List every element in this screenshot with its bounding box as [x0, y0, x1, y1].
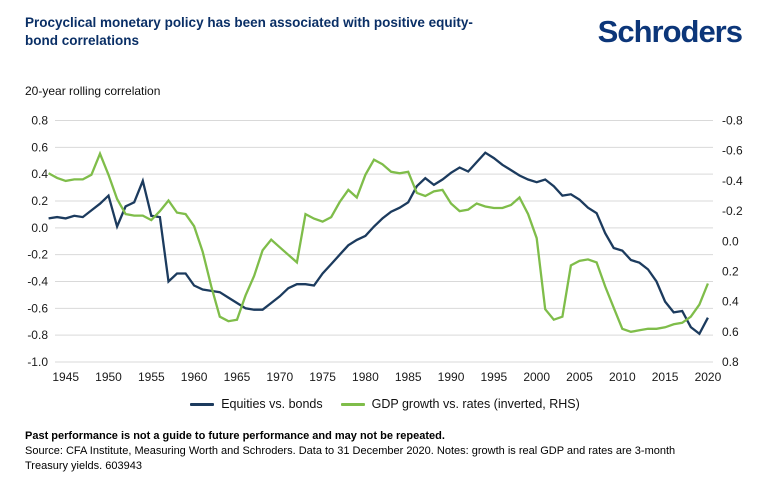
- svg-text:-0.4: -0.4: [27, 275, 48, 289]
- svg-text:1945: 1945: [52, 370, 79, 384]
- legend-item-equities-bonds: Equities vs. bonds: [190, 397, 323, 411]
- svg-text:1950: 1950: [95, 370, 122, 384]
- svg-text:-0.8: -0.8: [27, 328, 48, 342]
- footnotes: Past performance is not a guide to futur…: [25, 429, 750, 474]
- svg-text:2000: 2000: [523, 370, 550, 384]
- svg-text:1960: 1960: [181, 370, 208, 384]
- svg-text:0.0: 0.0: [722, 234, 739, 248]
- svg-text:-1.0: -1.0: [27, 355, 48, 369]
- chart-legend: Equities vs. bonds GDP growth vs. rates …: [0, 397, 770, 411]
- gdp-rates-line-swatch: [340, 402, 365, 406]
- svg-text:0.2: 0.2: [31, 194, 48, 208]
- source-note-line1: Source: CFA Institute, Measuring Worth a…: [25, 444, 676, 457]
- svg-text:1970: 1970: [266, 370, 293, 384]
- svg-text:0.4: 0.4: [31, 167, 48, 181]
- svg-text:-0.8: -0.8: [722, 114, 743, 128]
- svg-text:2020: 2020: [695, 370, 722, 384]
- past-performance-disclaimer: Past performance is not a guide to futur…: [25, 430, 445, 442]
- svg-text:-0.6: -0.6: [722, 144, 743, 158]
- svg-text:0.8: 0.8: [722, 355, 739, 369]
- svg-text:2010: 2010: [609, 370, 636, 384]
- svg-text:2005: 2005: [566, 370, 593, 384]
- svg-text:-0.4: -0.4: [722, 174, 743, 188]
- svg-text:1995: 1995: [480, 370, 507, 384]
- svg-text:1980: 1980: [352, 370, 379, 384]
- svg-text:1965: 1965: [224, 370, 251, 384]
- svg-text:0.2: 0.2: [722, 264, 739, 278]
- equities-bonds-line-swatch: [190, 402, 215, 406]
- svg-text:1990: 1990: [438, 370, 465, 384]
- chart-title: Procyclical monetary policy has been ass…: [25, 15, 473, 49]
- svg-text:0.8: 0.8: [31, 114, 48, 128]
- axis-unit-label: 20-year rolling correlation: [25, 84, 161, 98]
- schroders-logo: Schroders: [597, 14, 743, 49]
- svg-text:0.6: 0.6: [31, 140, 48, 154]
- legend-label: Equities vs. bonds: [221, 397, 323, 411]
- legend-item-gdp-rates: GDP growth vs. rates (inverted, RHS): [340, 397, 580, 411]
- svg-text:1975: 1975: [309, 370, 336, 384]
- svg-text:1985: 1985: [395, 370, 422, 384]
- svg-text:2015: 2015: [652, 370, 679, 384]
- svg-text:0.0: 0.0: [31, 221, 48, 235]
- svg-text:1955: 1955: [138, 370, 165, 384]
- svg-text:-0.6: -0.6: [27, 301, 48, 315]
- svg-text:-0.2: -0.2: [722, 204, 743, 218]
- svg-text:0.6: 0.6: [722, 325, 739, 339]
- svg-text:0.4: 0.4: [722, 295, 739, 309]
- source-note-line2: Treasury yields. 603943: [25, 459, 142, 472]
- svg-text:-0.2: -0.2: [27, 248, 48, 262]
- legend-label: GDP growth vs. rates (inverted, RHS): [371, 397, 580, 411]
